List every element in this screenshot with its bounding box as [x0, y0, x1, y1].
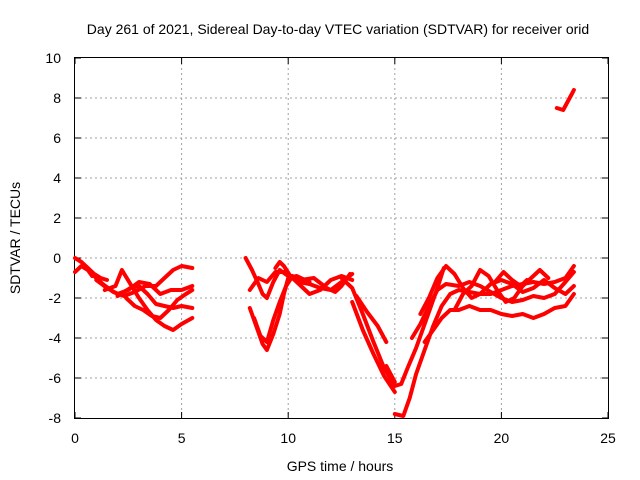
series-line-a6: [115, 284, 195, 310]
series-line-c6: [409, 270, 576, 340]
y-axis-label: SDTVAR / TECUs: [7, 182, 23, 294]
y-tick-label: 8: [53, 90, 61, 106]
series-line-c9: [452, 268, 551, 312]
series-line-b2: [247, 270, 355, 296]
x-axis: 0 5 10 15 20 25: [71, 58, 616, 446]
y-tick-label: 10: [45, 50, 61, 66]
series-line-a1: [73, 256, 109, 282]
y-tick-label: 2: [53, 210, 61, 226]
series-line-c7: [422, 292, 576, 344]
series-group: [73, 88, 576, 418]
x-tick-label: 10: [280, 430, 296, 446]
series-line-a5: [102, 268, 195, 332]
series-line-c10: [493, 270, 529, 288]
x-tick-label: 25: [600, 430, 616, 446]
series-line-b4: [252, 274, 295, 344]
chart-title: Day 261 of 2021, Sidereal Day-to-day VTE…: [87, 21, 589, 37]
y-tick-label: -4: [49, 330, 62, 346]
series-line-b5: [273, 260, 352, 294]
plot-frame: [74, 57, 609, 419]
y-tick-label: 6: [53, 130, 61, 146]
series-line-c8: [418, 264, 576, 316]
x-tick-label: 20: [494, 430, 510, 446]
x-tick-label: 5: [178, 430, 186, 446]
y-tick-label: 4: [53, 170, 61, 186]
series-line-c4: [384, 364, 397, 384]
x-tick-label: 0: [71, 430, 79, 446]
series-line-c2: [350, 300, 397, 394]
series-line-c1: [339, 266, 446, 388]
x-tick-label: 15: [387, 430, 403, 446]
series-line-a2: [73, 264, 95, 278]
series-line-d1: [554, 88, 576, 112]
y-axis: -8 -6 -4 -2 0 2 4 6 8 10: [45, 50, 608, 426]
series-line-a7: [124, 288, 195, 320]
y-tick-label: -8: [49, 410, 62, 426]
grid: [75, 58, 608, 418]
y-tick-label: 0: [53, 250, 61, 266]
y-tick-label: -6: [49, 370, 62, 386]
series-line-c3: [354, 294, 389, 344]
x-axis-label: GPS time / hours: [287, 458, 394, 474]
series-line-a4: [94, 278, 195, 296]
y-tick-label: -2: [49, 290, 62, 306]
